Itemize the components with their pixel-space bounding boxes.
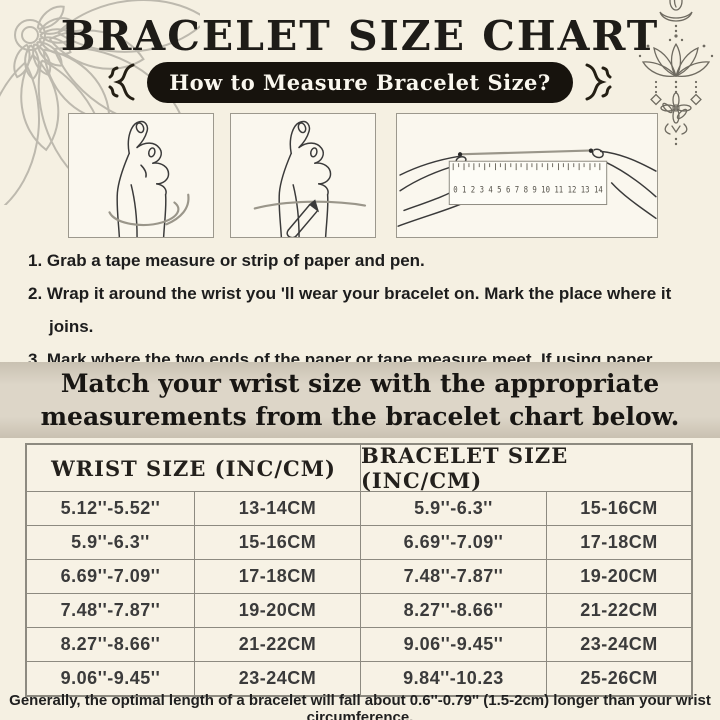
footer-note: Generally, the optimal length of a brace… [9,692,711,720]
lotus-ornament-icon [638,0,714,146]
table-cell: 7.48''-7.87'' [27,594,195,628]
table-cell: 8.27''-8.66'' [27,628,195,662]
table-cell: 13-14CM [195,492,361,526]
table-cell: 15-16CM [195,526,361,560]
table-cell: 5.9''-6.3'' [27,526,195,560]
table-cell: 19-20CM [195,594,361,628]
table-cell: 15-16CM [547,492,691,526]
measure-badge: How to Measure Bracelet Size? [147,61,573,103]
left-flourish-icon [108,63,135,101]
match-banner: Match your wrist size with the appropria… [0,362,720,438]
table-header-wrist-size: WRIST SIZE (INC/CM) [27,445,361,492]
table-cell: 19-20CM [547,560,691,594]
table-cell: 25-26CM [580,668,658,688]
hand-with-tape-illustration [108,120,190,237]
table-cell: 21-22CM [195,628,361,662]
table-header-bracelet-size: BRACELET SIZE (INC/CM) [361,443,691,493]
size-table: WRIST SIZE (INC/CM) BRACELET SIZE (INC/C… [25,443,693,697]
table-cell: 21-22CM [547,594,691,628]
hand-with-pen-illustration [253,120,367,237]
illustration-panel-measure-ruler: 0 1 2 3 4 5 6 7 8 9 10 11 12 13 14 [396,113,658,238]
table-cell: 9.84''-10.23 [361,662,547,695]
table-cell: 23-24CM [195,662,361,695]
ruler-measuring-illustration: 0 1 2 3 4 5 6 7 8 9 10 11 12 13 14 [397,148,657,227]
table-cell: 6.69''-7.09'' [27,560,195,594]
illustration-panel-wrap-tape [68,113,214,238]
page-title: BRACELET SIZE CHART [60,12,660,60]
right-flourish-icon [585,63,612,101]
table-cell: 17-18CM [547,526,691,560]
table-cell: 8.27''-8.66'' [361,594,547,628]
table-cell: 23-24CM [547,628,691,662]
illustration-panel-mark-wrist [230,113,376,238]
ruler-numbers: 0 1 2 3 4 5 6 7 8 9 10 11 12 13 14 [453,186,603,196]
table-cell: 17-18CM [195,560,361,594]
step-item-2: 2. Wrap it around the wrist you 'll wear… [28,284,672,336]
table-cell: 5.9''-6.3'' [361,492,547,526]
table-cell: 6.69''-7.09'' [361,526,547,560]
measure-badge-row: How to Measure Bracelet Size? [0,60,720,104]
table-cell: 9.06''-9.45'' [27,662,195,695]
table-cell: 9.06''-9.45'' [361,628,547,662]
table-cell: 5.12''-5.52'' [27,492,195,526]
step-item-1: 1. Grab a tape measure or strip of paper… [28,251,425,270]
match-banner-text: Match your wrist size with the appropria… [40,369,680,431]
table-cell: 7.48''-7.87'' [361,560,547,594]
